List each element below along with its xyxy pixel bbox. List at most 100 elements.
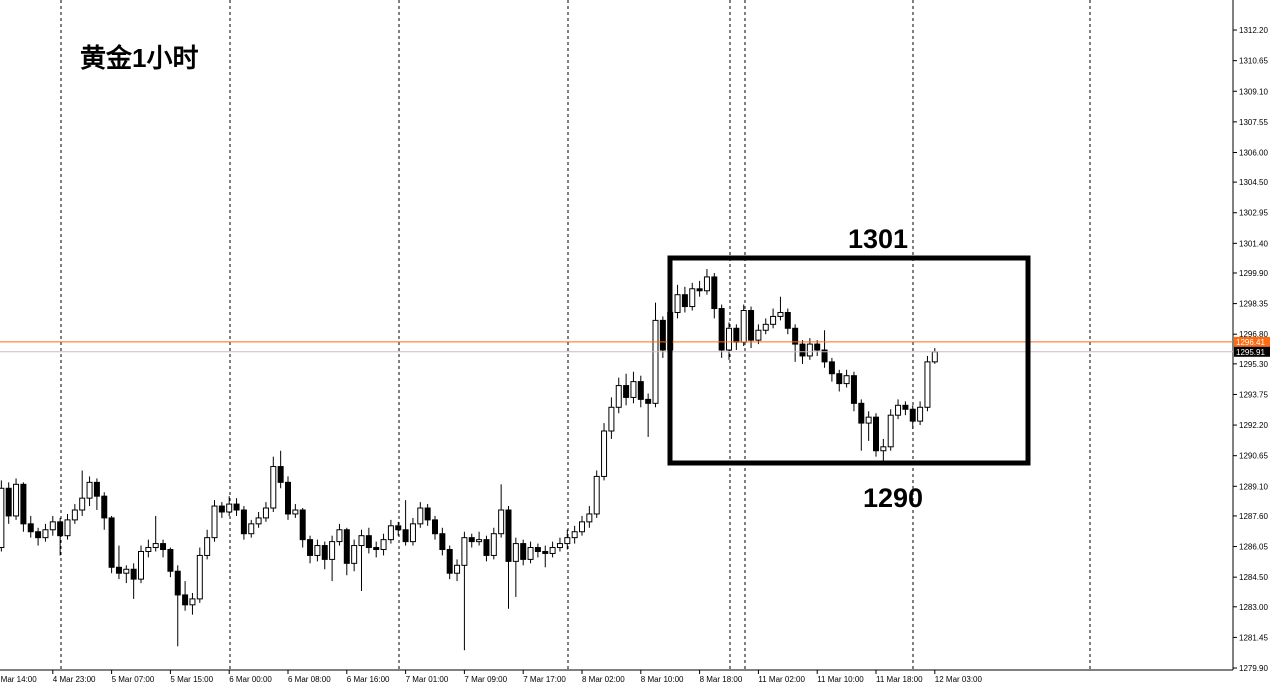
candle-body xyxy=(637,381,644,400)
candle-body xyxy=(814,343,821,351)
candle-body xyxy=(895,404,902,416)
candle-body xyxy=(196,554,203,600)
candle-body xyxy=(483,539,490,556)
y-tick-label: 1284.50 xyxy=(1239,573,1268,582)
candle-body xyxy=(601,430,608,477)
candle-body xyxy=(402,529,409,543)
candle-body xyxy=(292,509,299,515)
x-tick-label: 7 Mar 01:00 xyxy=(406,675,449,684)
candle-body xyxy=(20,483,27,525)
candle-body xyxy=(755,329,762,341)
candle-body xyxy=(579,521,585,533)
candle-body xyxy=(167,549,174,572)
candle-body xyxy=(174,570,181,596)
x-tick-label: 12 Mar 03:00 xyxy=(935,675,983,684)
annotation: 1290 xyxy=(863,483,923,513)
y-tick-label: 1279.90 xyxy=(1239,664,1268,673)
candle-body xyxy=(387,525,394,541)
candle-body xyxy=(909,408,916,422)
candle-body xyxy=(549,547,556,554)
candle-body xyxy=(608,406,615,432)
candle-body xyxy=(233,503,240,511)
x-tick-label: 5 Mar 15:00 xyxy=(170,675,213,684)
candle-body xyxy=(490,533,497,556)
x-tick-label: 7 Mar 17:00 xyxy=(523,675,566,684)
chart-title: 黄金1小时 xyxy=(80,43,198,73)
y-tick-label: 1298.35 xyxy=(1239,300,1268,309)
candle-body xyxy=(931,351,938,363)
candle-body xyxy=(115,566,122,574)
candle-body xyxy=(42,529,49,539)
candle-body xyxy=(417,507,424,525)
candle-body xyxy=(409,523,416,543)
x-tick-label: 6 Mar 00:00 xyxy=(229,675,272,684)
candle-body xyxy=(711,276,718,310)
price-label: 1296.41 xyxy=(1236,338,1265,347)
candle-body xyxy=(505,509,512,562)
candle-body xyxy=(556,543,563,549)
candle-body xyxy=(733,327,740,343)
x-tick-label: 5 Mar 07:00 xyxy=(112,675,155,684)
candle-body xyxy=(343,529,350,564)
candle-body xyxy=(189,598,196,606)
candle-body xyxy=(211,505,218,539)
candle-body xyxy=(696,288,703,292)
y-tick-label: 1306.00 xyxy=(1239,148,1268,157)
candle-body xyxy=(740,310,747,343)
candle-body xyxy=(439,533,446,551)
candle-body xyxy=(792,327,799,345)
candle-body xyxy=(329,541,336,560)
y-tick-label: 1302.95 xyxy=(1239,209,1268,218)
candle-body xyxy=(512,543,519,562)
x-tick-label: 7 Mar 09:00 xyxy=(464,675,507,684)
y-tick-label: 1281.45 xyxy=(1239,633,1268,642)
candle-body xyxy=(726,327,732,351)
x-tick-label: 8 Mar 02:00 xyxy=(582,675,625,684)
candle-body xyxy=(917,406,924,422)
candle-body xyxy=(630,381,637,398)
candle-body xyxy=(35,531,42,539)
price-label-box xyxy=(1234,346,1270,357)
candle-body xyxy=(101,495,108,519)
candle-body xyxy=(520,543,527,560)
candle-body xyxy=(836,373,843,385)
candle-body xyxy=(454,564,461,574)
x-tick-label: 8 Mar 10:00 xyxy=(641,675,684,684)
candle-body xyxy=(806,343,813,357)
y-tick-label: 1310.65 xyxy=(1239,57,1268,66)
candle-body xyxy=(27,523,34,533)
candle-body xyxy=(49,521,56,531)
candle-body xyxy=(130,568,137,580)
x-tick-label: 4 Mar 14:00 xyxy=(0,675,37,684)
y-tick-label: 1296.80 xyxy=(1239,330,1268,339)
annotation: 1301 xyxy=(848,224,908,254)
candle-body xyxy=(226,503,233,513)
plot: 1312.20 1310.65 1309.10 1307.55 1306.00 1304.… xyxy=(0,26,1270,684)
y-tick-label: 1299.90 xyxy=(1239,269,1268,278)
candle-body xyxy=(777,311,784,317)
candle-body xyxy=(285,481,291,515)
candle-body xyxy=(703,276,710,292)
period-separators xyxy=(60,0,1091,670)
y-tick-label: 1307.55 xyxy=(1239,118,1268,127)
x-tick-label: 11 Mar 10:00 xyxy=(817,675,864,684)
candle-body xyxy=(336,529,343,543)
candle-body xyxy=(828,361,835,375)
candle-body xyxy=(71,509,78,521)
x-tick-label: 4 Mar 23:00 xyxy=(53,675,96,684)
candle-body xyxy=(314,545,321,556)
candle-body xyxy=(380,539,387,551)
candle-body xyxy=(108,517,115,568)
candle-body xyxy=(476,539,483,543)
candle-body xyxy=(64,519,71,537)
candle-body xyxy=(123,568,130,574)
candle-body xyxy=(880,446,887,452)
y-tick-label: 1283.00 xyxy=(1239,603,1268,612)
candle-body xyxy=(248,523,255,535)
candle-body xyxy=(299,509,306,541)
candle-body xyxy=(689,288,696,308)
candle-body xyxy=(924,361,931,408)
candle-body xyxy=(718,308,725,351)
candle-body xyxy=(240,509,247,535)
